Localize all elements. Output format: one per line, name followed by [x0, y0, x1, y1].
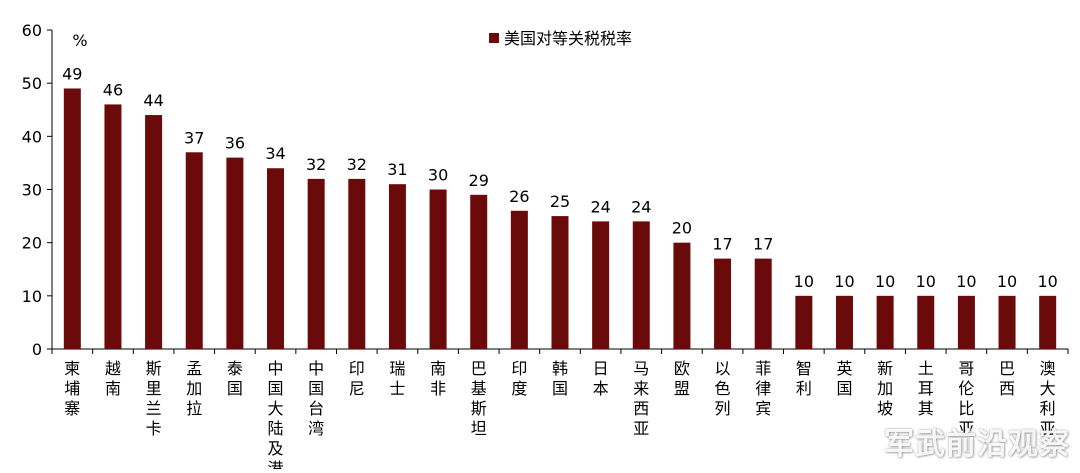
x-category-label: 英国 — [836, 359, 852, 398]
bar-value-label: 31 — [387, 160, 407, 179]
bar — [998, 295, 1016, 349]
bar-value-label: 10 — [997, 272, 1017, 291]
y-tick-label: 0 — [32, 340, 42, 359]
x-category-label: 柬埔寨 — [64, 359, 80, 418]
y-tick-label: 40 — [22, 127, 42, 146]
bar — [632, 221, 650, 349]
bar — [835, 295, 853, 349]
x-category-label: 孟加拉 — [186, 359, 202, 418]
x-category-label: 欧盟 — [674, 359, 690, 398]
bar-value-label: 26 — [509, 187, 529, 206]
bar-value-label: 10 — [956, 272, 976, 291]
y-tick-label: 60 — [22, 21, 42, 40]
bar — [348, 178, 366, 349]
bar-value-label: 32 — [306, 155, 326, 174]
bar — [551, 216, 569, 349]
bar-value-label: 32 — [347, 155, 367, 174]
x-category-label: 印尼 — [349, 359, 365, 398]
bar — [388, 184, 406, 349]
bar — [876, 295, 894, 349]
x-category-label: 印度 — [511, 359, 527, 398]
x-category-label: 中国台湾 — [308, 359, 324, 438]
bar — [917, 295, 935, 349]
x-category-label: 哥伦比亚 — [958, 359, 974, 438]
watermark: 军武前沿观察 — [884, 427, 1070, 462]
x-category-label: 斯里兰卡 — [146, 359, 162, 438]
x-category-label: 越南 — [105, 359, 121, 398]
bar-value-label: 44 — [143, 91, 163, 110]
y-tick-label: 20 — [22, 234, 42, 253]
bar — [267, 168, 285, 349]
bar-value-label: 34 — [265, 144, 285, 163]
x-category-label: 巴西 — [999, 359, 1015, 398]
bar — [307, 178, 325, 349]
bar — [795, 295, 813, 349]
bar — [185, 152, 203, 349]
bar — [714, 258, 732, 349]
bar — [510, 210, 528, 349]
x-category-label: 菲律宾 — [755, 359, 771, 418]
x-category-label: 日本 — [593, 359, 609, 398]
x-category-label: 新加坡 — [877, 359, 893, 418]
legend-label: 美国对等关税税率 — [504, 29, 632, 48]
bar-value-label: 17 — [712, 235, 732, 254]
bar — [754, 258, 772, 349]
y-unit-label: % — [72, 31, 87, 50]
y-tick-label: 30 — [22, 181, 42, 200]
bar-value-label: 10 — [916, 272, 936, 291]
bar — [429, 189, 447, 349]
bar-value-label: 49 — [62, 64, 82, 83]
bar — [1039, 295, 1057, 349]
bar-value-label: 30 — [428, 166, 448, 185]
bar-value-label: 10 — [794, 272, 814, 291]
x-category-label: 马来西亚 — [633, 359, 649, 438]
x-category-label: 瑞士 — [389, 359, 405, 398]
bar-value-label: 10 — [875, 272, 895, 291]
bar — [470, 194, 488, 349]
bar — [145, 115, 163, 349]
bar-value-label: 10 — [1038, 272, 1058, 291]
y-tick-label: 10 — [22, 287, 42, 306]
bar — [592, 221, 610, 349]
bar-value-label: 20 — [672, 219, 692, 238]
bar-value-label: 17 — [753, 235, 773, 254]
x-category-label: 澳大利亚 — [1040, 359, 1056, 438]
x-category-label: 中国大陆及港 — [268, 359, 284, 469]
bar-value-label: 29 — [469, 171, 489, 190]
bar — [226, 157, 244, 349]
x-category-label: 土耳其 — [918, 359, 934, 418]
bar — [957, 295, 975, 349]
x-category-label: 巴基斯坦 — [471, 359, 487, 438]
bar-value-label: 25 — [550, 192, 570, 211]
bar — [63, 88, 81, 349]
legend-swatch — [489, 33, 499, 43]
x-category-label: 南非 — [430, 359, 446, 398]
bar-value-label: 37 — [184, 128, 204, 147]
bar-value-label: 36 — [225, 134, 245, 153]
x-category-label: 智利 — [796, 359, 812, 398]
y-tick-label: 50 — [22, 74, 42, 93]
bar — [104, 104, 122, 349]
x-category-label: 以色列 — [715, 359, 731, 418]
x-category-label: 韩国 — [552, 359, 568, 398]
bar-value-label: 24 — [590, 197, 610, 216]
bar-value-label: 24 — [631, 197, 651, 216]
bar — [673, 242, 691, 349]
x-category-label: 泰国 — [227, 359, 243, 398]
bar-value-label: 10 — [834, 272, 854, 291]
bar-value-label: 46 — [103, 80, 123, 99]
